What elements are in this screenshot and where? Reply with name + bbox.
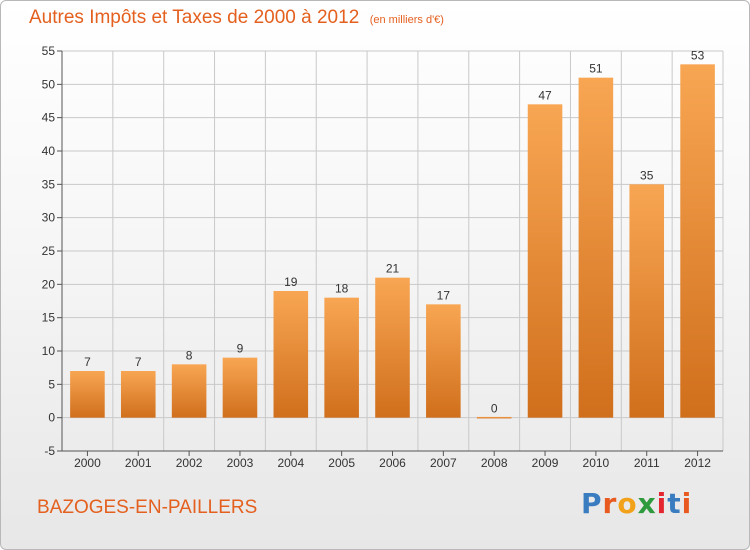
data-label-2001: 7 bbox=[135, 355, 142, 369]
data-label-2010: 51 bbox=[589, 62, 603, 76]
y-tick-label: 55 bbox=[42, 44, 56, 58]
x-tick-label-2000: 2000 bbox=[74, 456, 101, 470]
bars bbox=[70, 64, 715, 419]
data-label-2007: 17 bbox=[437, 288, 451, 302]
y-tick-label: 25 bbox=[42, 244, 56, 258]
x-tick-label-2001: 2001 bbox=[125, 456, 152, 470]
chart-title: Autres Impôts et Taxes de 2000 à 2012 (e… bbox=[29, 7, 444, 29]
x-tick-label-2012: 2012 bbox=[684, 456, 711, 470]
x-tick-label-2005: 2005 bbox=[328, 456, 355, 470]
logo-letter: P bbox=[581, 487, 603, 520]
x-tick-label-2006: 2006 bbox=[379, 456, 406, 470]
y-tick-label: 40 bbox=[42, 144, 56, 158]
x-tick-label-2008: 2008 bbox=[481, 456, 508, 470]
y-tick-label: 5 bbox=[48, 377, 55, 391]
bar-2011 bbox=[629, 184, 665, 418]
chart-title-text: Autres Impôts et Taxes de 2000 à 2012 bbox=[29, 7, 360, 28]
logo-letter: o bbox=[617, 487, 638, 520]
y-tick-label: 30 bbox=[42, 211, 56, 225]
data-label-2000: 7 bbox=[84, 355, 91, 369]
y-tick-label: 20 bbox=[42, 277, 56, 291]
bar-2001 bbox=[120, 371, 156, 418]
y-tick-label: 10 bbox=[42, 344, 56, 358]
x-tick-label-2002: 2002 bbox=[176, 456, 203, 470]
bar-2010 bbox=[578, 77, 614, 418]
bar-2005 bbox=[324, 297, 359, 418]
logo-letter: r bbox=[602, 487, 618, 520]
y-tick-labels: -5 0 5 10 15 20 25 30 35 40 45 50 55 bbox=[42, 44, 56, 458]
y-tick-label: -5 bbox=[44, 444, 55, 458]
x-tick-label-2009: 2009 bbox=[532, 456, 559, 470]
y-tick-label: 35 bbox=[42, 177, 56, 191]
data-label-2009: 47 bbox=[538, 88, 552, 102]
data-label-2008: 0 bbox=[491, 402, 498, 416]
bar-2004 bbox=[273, 291, 309, 418]
bar-2000 bbox=[70, 371, 105, 418]
y-tick-label: 45 bbox=[42, 111, 56, 125]
bar-2009 bbox=[527, 104, 563, 418]
bar-2008 bbox=[476, 416, 512, 419]
data-label-2004: 19 bbox=[284, 275, 298, 289]
y-tick-label: 15 bbox=[42, 311, 56, 325]
x-tick-label-2007: 2007 bbox=[430, 456, 457, 470]
bar-2006 bbox=[375, 277, 410, 418]
bar-2007 bbox=[426, 304, 461, 418]
x-tick-label-2003: 2003 bbox=[227, 456, 254, 470]
y-tick-label: 0 bbox=[48, 411, 55, 425]
data-labels: 7 7 8 9 19 18 21 17 0 47 51 35 53 bbox=[84, 48, 704, 415]
logo-letter: i bbox=[656, 487, 668, 520]
chart-unit-note: (en milliers d'€) bbox=[369, 14, 444, 26]
axes bbox=[57, 50, 723, 456]
logo-letter: i bbox=[681, 487, 693, 520]
data-label-2003: 9 bbox=[237, 342, 244, 356]
logo-letter: x bbox=[637, 487, 657, 520]
data-label-2002: 8 bbox=[186, 348, 193, 362]
bar-2003 bbox=[222, 357, 258, 418]
logo-letter: t bbox=[667, 487, 682, 520]
y-tick-label: 50 bbox=[42, 77, 56, 91]
commune-name: BAZOGES-EN-PAILLERS bbox=[37, 497, 258, 518]
bar-2012 bbox=[680, 64, 715, 418]
x-tick-label-2011: 2011 bbox=[634, 456, 660, 470]
x-tick-label-2010: 2010 bbox=[583, 456, 610, 470]
x-tick-label-2004: 2004 bbox=[277, 456, 304, 470]
data-label-2011: 35 bbox=[640, 168, 654, 182]
x-tick-labels: 2000 2001 2002 2003 2004 2005 2006 2007 2008 2009… bbox=[74, 456, 711, 470]
data-label-2012: 53 bbox=[691, 48, 705, 62]
data-label-2005: 18 bbox=[335, 282, 349, 296]
proxiti-logo: Proxiti bbox=[581, 487, 692, 520]
bar-2002 bbox=[171, 364, 207, 418]
data-label-2006: 21 bbox=[386, 262, 400, 276]
